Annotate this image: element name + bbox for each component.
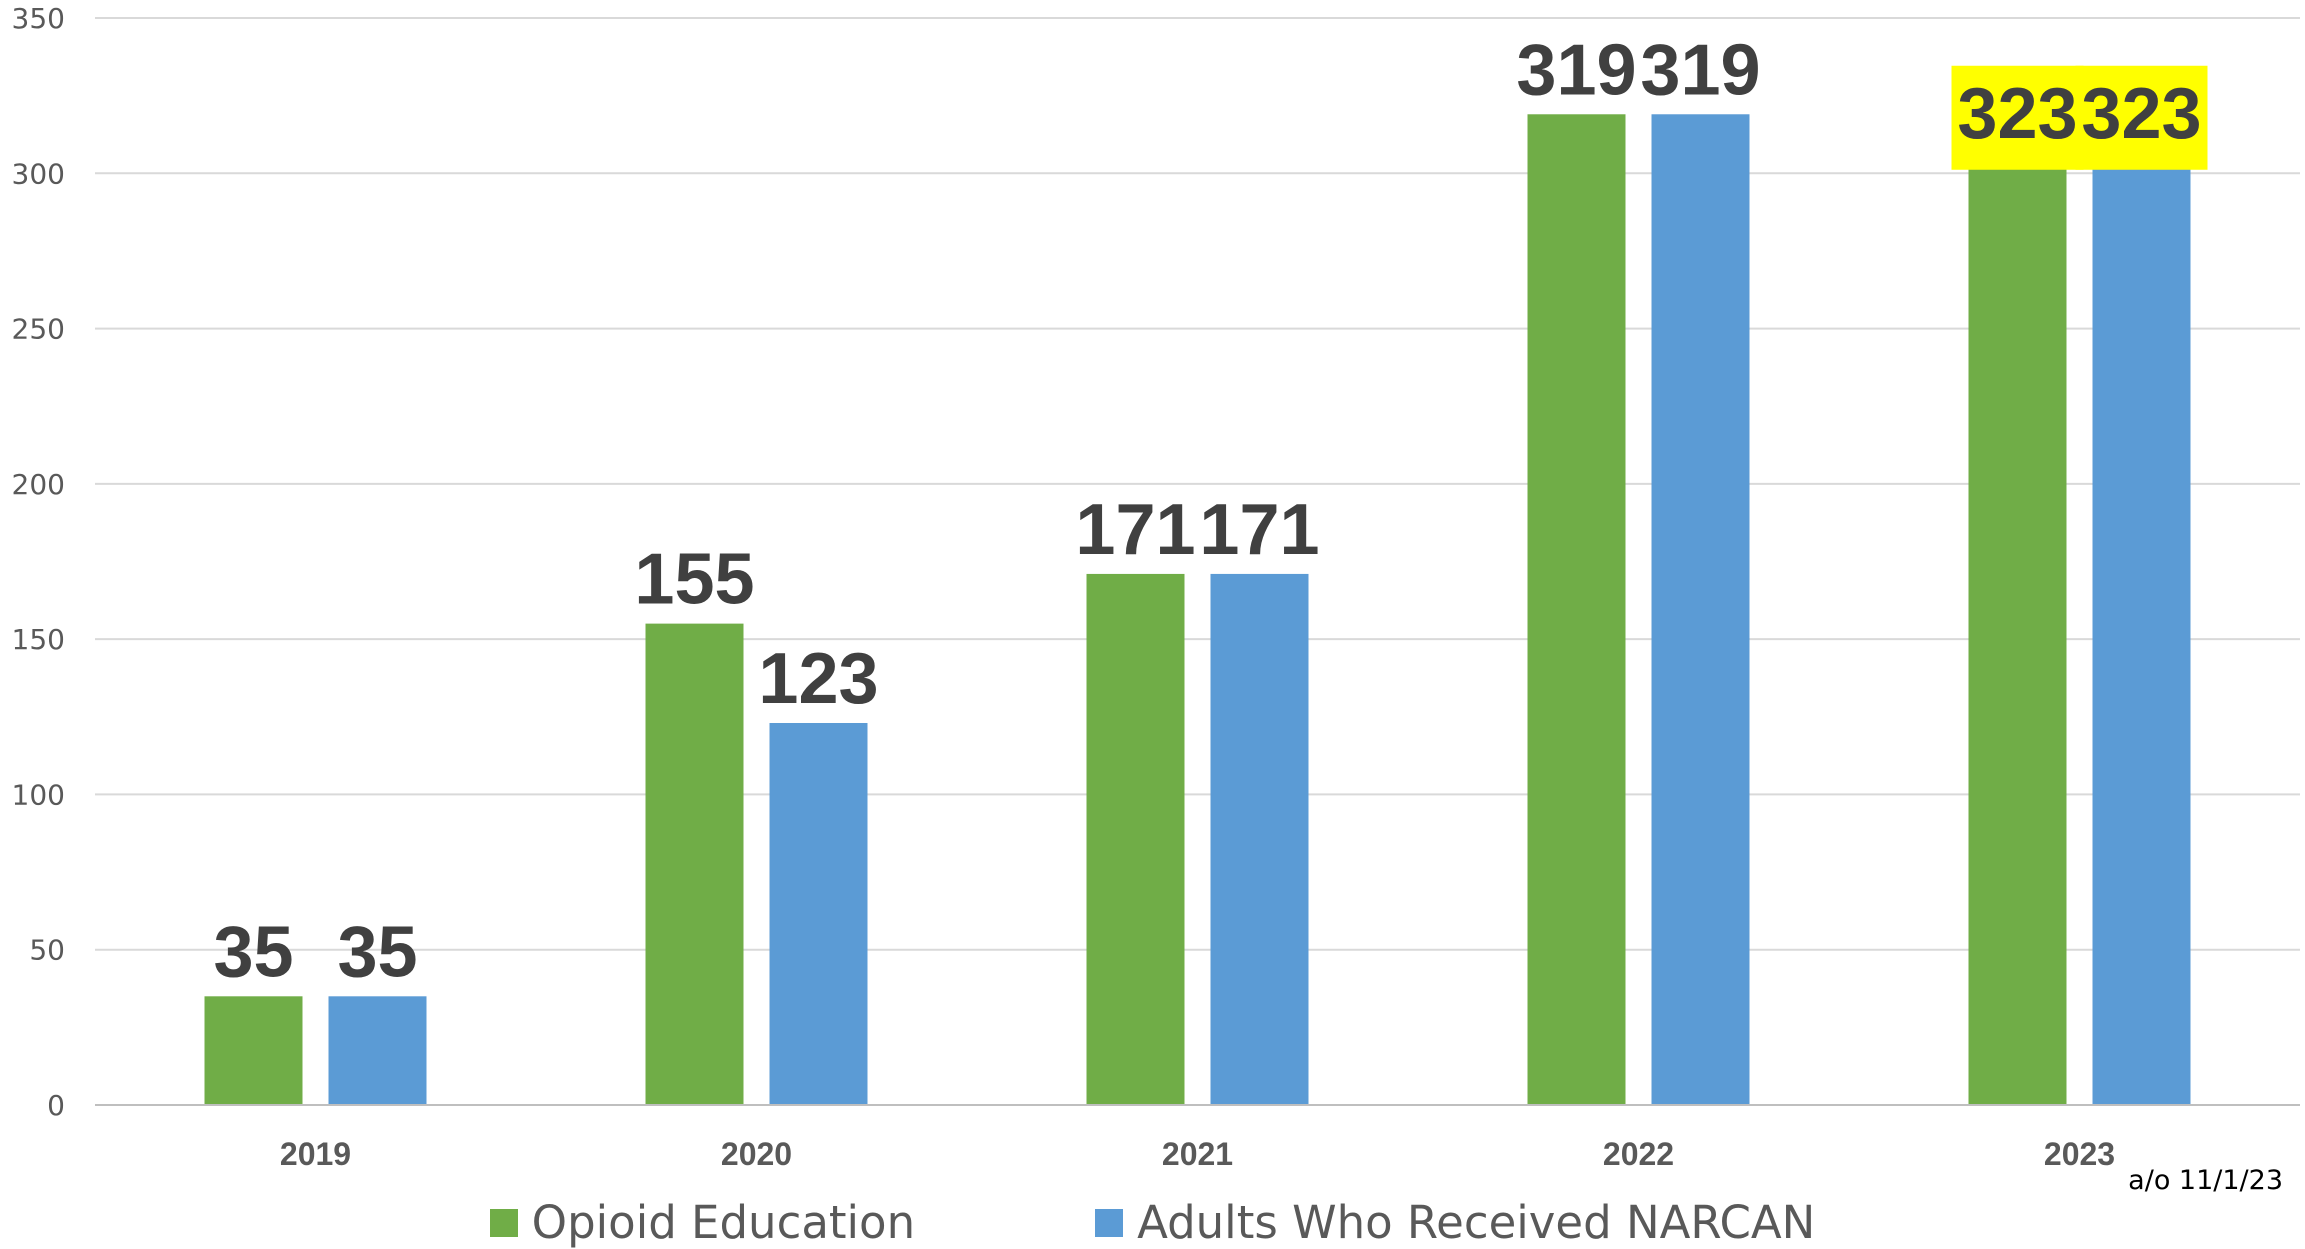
y-tick-label: 150: [12, 623, 65, 656]
data-label: 35: [213, 912, 293, 992]
data-label: 35: [337, 912, 417, 992]
y-tick-label: 250: [12, 313, 65, 346]
x-tick-label: 2021: [1162, 1136, 1233, 1172]
data-label: 123: [758, 639, 878, 719]
data-label: 319: [1516, 30, 1636, 110]
bar: [1086, 573, 1185, 1105]
legend-swatch-blue: [1095, 1208, 1124, 1237]
x-tick-label: 2022: [1603, 1136, 1674, 1172]
bar: [1527, 114, 1626, 1105]
legend-swatch-green: [489, 1208, 518, 1237]
data-label: 319: [1640, 30, 1760, 110]
y-tick-label: 100: [12, 778, 65, 811]
y-tick-label: 300: [12, 157, 65, 190]
bar: [2092, 157, 2191, 1105]
data-label-highlight: [2075, 65, 2208, 170]
y-tick-label: 50: [29, 934, 65, 967]
y-tick-label: 0: [47, 1089, 65, 1122]
legend-item-opioid-education: Opioid Education: [489, 1196, 916, 1249]
legend-item-narcan: Adults Who Received NARCAN: [1095, 1196, 1815, 1249]
bar: [1210, 573, 1309, 1105]
y-tick-label: 350: [12, 2, 65, 35]
y-tick-label: 200: [12, 468, 65, 501]
data-label: 323: [2081, 74, 2201, 154]
bar: [769, 722, 868, 1105]
legend-label: Adults Who Received NARCAN: [1137, 1196, 1816, 1249]
x-tick-label: 2020: [721, 1136, 792, 1172]
data-label: 171: [1075, 490, 1195, 570]
bar: [645, 623, 744, 1105]
data-label: 155: [634, 540, 754, 620]
bar: [328, 996, 427, 1105]
as-of-note: a/o 11/1/23: [2128, 1165, 2283, 1196]
bar: [204, 996, 303, 1105]
legend-label: Opioid Education: [531, 1196, 916, 1249]
x-tick-label: 2023: [2044, 1136, 2115, 1172]
bar: [1968, 157, 2067, 1105]
data-label: 323: [1957, 74, 2077, 154]
data-label-highlight: [1951, 65, 2084, 170]
legend: Opioid Education Adults Who Received NAR…: [0, 1196, 2305, 1249]
x-tick-label: 2019: [280, 1136, 351, 1172]
bar: [1651, 114, 1750, 1105]
data-label: 171: [1199, 490, 1319, 570]
